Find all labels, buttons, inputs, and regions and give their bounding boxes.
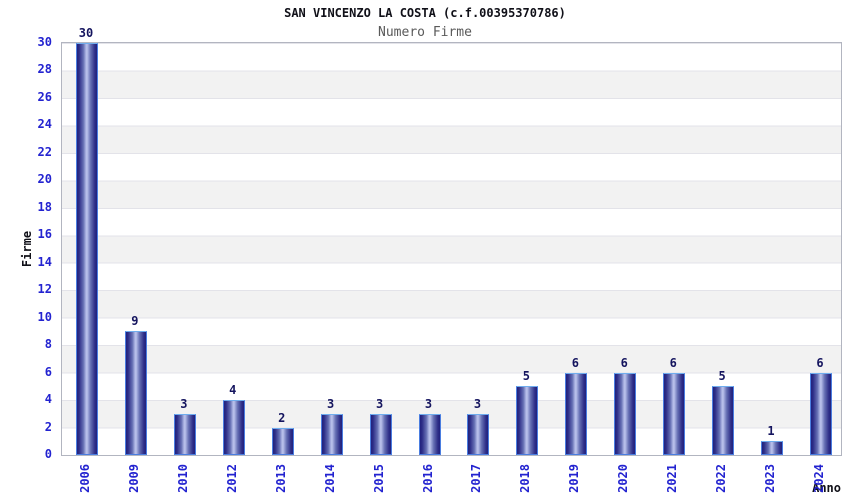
bar-2020: [614, 372, 637, 455]
bar-value-label: 2: [278, 410, 286, 425]
bar-value-label: 6: [571, 355, 579, 370]
y-tick-label: 26: [37, 89, 52, 104]
bar-2023: [761, 441, 784, 455]
x-tick-label: 2018: [518, 464, 533, 493]
bar-value-label: 9: [131, 314, 139, 329]
chart-subtitle: Numero Firme: [378, 25, 472, 40]
y-tick-label: 28: [37, 62, 52, 77]
x-axis-title: Anno: [812, 481, 841, 495]
bar-value-label: 5: [718, 369, 726, 384]
bar-value-label: 3: [327, 396, 335, 411]
bar-2006: [76, 43, 98, 455]
x-tick-label: 2019: [567, 464, 582, 493]
bar-2021: [663, 372, 686, 455]
x-tick-label: 2017: [469, 464, 484, 493]
plot-area: [61, 42, 842, 456]
y-tick-label: 4: [44, 392, 52, 407]
x-tick-label: 2024: [811, 464, 826, 493]
bar-value-label: 6: [816, 355, 824, 370]
bar-2016: [418, 413, 441, 455]
x-tick-label: 2006: [78, 464, 92, 493]
y-tick-label: 14: [37, 254, 52, 269]
y-tick-label: 20: [37, 172, 52, 187]
y-tick-label: 8: [44, 337, 52, 352]
bar-2024: [809, 372, 832, 455]
bar-2013: [271, 427, 294, 455]
x-tick-label: 2021: [665, 464, 680, 493]
bar-value-label: 6: [669, 355, 677, 370]
bar-value-label: 1: [767, 424, 775, 439]
y-tick-label: 2: [44, 419, 52, 434]
bar-value-label: 3: [375, 396, 384, 411]
bar-2012: [222, 400, 245, 455]
bar-2010: [173, 413, 196, 455]
y-tick-label: 12: [37, 282, 52, 297]
bar-value-label: 3: [424, 396, 433, 411]
bar-value-label: 3: [180, 396, 188, 411]
x-tick-label: 2015: [371, 464, 386, 493]
bar-value-label: 5: [522, 369, 530, 384]
bar-value-label: 6: [620, 355, 628, 370]
x-tick-label: 2010: [175, 464, 190, 493]
bar-2009: [124, 331, 147, 455]
y-tick-label: 18: [37, 199, 52, 214]
bar-value-label: 4: [229, 383, 237, 398]
x-tick-label: 2022: [714, 464, 729, 493]
bar-2018: [516, 386, 539, 455]
y-tick-label: 0: [44, 447, 52, 461]
chart-title: SAN VINCENZO LA COSTA (c.f.00395370786): [284, 6, 566, 20]
y-tick-label: 16: [37, 227, 52, 242]
bar-2017: [467, 413, 490, 455]
bar-2022: [712, 386, 735, 455]
x-tick-label: 2023: [763, 464, 778, 493]
bar-value-label: 3: [473, 396, 482, 411]
y-tick-label: 30: [37, 35, 52, 49]
x-tick-label: 2013: [273, 464, 288, 493]
y-tick-label: 24: [37, 117, 52, 132]
bar-2019: [565, 372, 588, 455]
x-tick-label: 2016: [420, 464, 435, 493]
y-tick-label: 22: [37, 144, 52, 159]
bar-2015: [369, 413, 392, 455]
x-tick-label: 2020: [616, 464, 631, 493]
x-tick-label: 2012: [224, 464, 239, 493]
x-tick-label: 2014: [322, 464, 337, 493]
bar-2014: [320, 413, 343, 455]
y-tick-label: 10: [37, 309, 52, 324]
bar-value-label: 30: [78, 26, 94, 40]
y-tick-label: 6: [44, 364, 52, 379]
x-tick-label: 2009: [126, 464, 141, 493]
